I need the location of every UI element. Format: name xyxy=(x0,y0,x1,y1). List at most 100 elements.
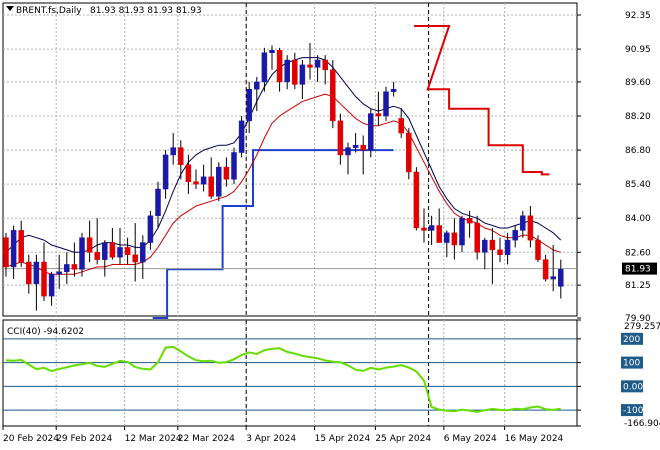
cci-level-lines xyxy=(3,338,577,411)
price-tick-label: 79.90 xyxy=(625,314,651,324)
candle-body xyxy=(345,147,351,156)
cci-line xyxy=(5,345,561,413)
cci-tick-label: 0.00 xyxy=(623,382,643,392)
candle xyxy=(276,47,283,92)
candle-body xyxy=(26,261,32,285)
price-y-axis: 92.35 90.95 89.60 88.20 86.80 85.40 84.00 82.60… xyxy=(577,11,651,324)
ma-slow-line xyxy=(5,57,562,253)
candle xyxy=(238,116,245,158)
candle-body xyxy=(360,144,366,151)
candle xyxy=(208,157,214,199)
candle xyxy=(322,55,328,85)
candle-body xyxy=(413,171,420,229)
candle xyxy=(26,254,32,294)
price-plot-frame xyxy=(2,2,578,317)
candle xyxy=(398,108,404,138)
candle-body xyxy=(504,239,511,255)
candle-body xyxy=(41,261,47,297)
candle-body xyxy=(3,237,9,268)
candle-body xyxy=(527,215,534,241)
candle-body xyxy=(246,88,252,122)
candle xyxy=(284,55,290,90)
candle-body xyxy=(193,181,199,185)
candle xyxy=(48,271,55,306)
candle xyxy=(94,218,100,265)
candle-body xyxy=(254,81,260,90)
candle xyxy=(512,225,518,248)
candle xyxy=(185,154,192,194)
candle xyxy=(375,91,382,126)
candle-body xyxy=(368,113,374,151)
candle xyxy=(520,210,526,238)
price-tick-label: 85.40 xyxy=(625,180,651,190)
cci-series xyxy=(5,345,561,413)
candle xyxy=(33,254,40,311)
cci-tick-label: 100 xyxy=(623,359,640,369)
candle-body xyxy=(208,176,214,197)
candle-body xyxy=(185,164,192,182)
candle-body xyxy=(140,242,146,263)
candle-body xyxy=(398,118,404,134)
candle-body xyxy=(132,254,138,263)
candle xyxy=(436,208,442,243)
candle xyxy=(124,237,131,265)
cci-tick-label: -100 xyxy=(623,406,644,416)
candle xyxy=(200,164,207,192)
candle xyxy=(64,252,70,284)
candlesticks xyxy=(3,42,564,311)
price-tick-label: 90.95 xyxy=(625,45,651,55)
candle-body xyxy=(299,64,306,85)
candle-body xyxy=(223,166,230,180)
candle xyxy=(71,242,78,277)
candle-body xyxy=(117,247,123,258)
candle-body xyxy=(178,147,184,165)
candle xyxy=(132,223,138,282)
candle-body xyxy=(459,217,465,246)
candle xyxy=(140,235,146,280)
candle xyxy=(466,210,473,238)
candle xyxy=(269,45,275,70)
candle-body xyxy=(102,242,108,260)
candle-body xyxy=(10,230,17,268)
candle-body xyxy=(56,271,62,275)
candle-body xyxy=(216,166,222,197)
symbol-legend: BRENT.fs,Daily 81.93 81.93 81.93 81.93 xyxy=(6,6,202,16)
candle xyxy=(406,128,412,180)
cci-level-badge xyxy=(621,356,643,369)
cci-tick-label: -166.904 xyxy=(624,419,660,429)
candle xyxy=(155,181,161,228)
candle xyxy=(10,225,17,280)
date-tick-label: 25 Apr 2024 xyxy=(375,434,431,444)
candle-body xyxy=(292,59,298,85)
candle-body xyxy=(238,120,245,153)
price-grid xyxy=(3,3,577,316)
candle xyxy=(459,215,465,253)
candle-body xyxy=(558,269,564,287)
candle xyxy=(109,227,116,260)
candle xyxy=(413,167,420,231)
candle-body xyxy=(109,242,116,258)
candle xyxy=(193,169,199,190)
candle-body xyxy=(352,144,359,148)
candle xyxy=(535,235,541,263)
candle-body xyxy=(337,120,344,156)
price-level-lines xyxy=(3,25,577,319)
cci-panel: 279.2571 200 100 0.00 -100 -166.904 CCI(40) -… xyxy=(2,319,660,429)
candle-body xyxy=(406,132,412,173)
candle-body xyxy=(474,222,480,253)
candle-body xyxy=(451,232,458,246)
price-tick-label: 81.25 xyxy=(625,281,651,291)
candle xyxy=(489,227,496,284)
current-price-marker: 81.93 xyxy=(622,262,657,275)
candle-body xyxy=(390,88,397,92)
candle xyxy=(482,237,488,270)
candle-body xyxy=(497,249,503,255)
candle xyxy=(102,240,108,277)
candle-body xyxy=(276,50,283,83)
cci-title: CCI(40) -94.6202 xyxy=(7,327,84,337)
date-tick-label: 6 May 2024 xyxy=(444,434,497,444)
candle-body xyxy=(86,237,93,253)
candle xyxy=(3,232,9,277)
cci-y-axis: 279.2571 200 100 0.00 -100 -166.904 xyxy=(577,319,660,429)
